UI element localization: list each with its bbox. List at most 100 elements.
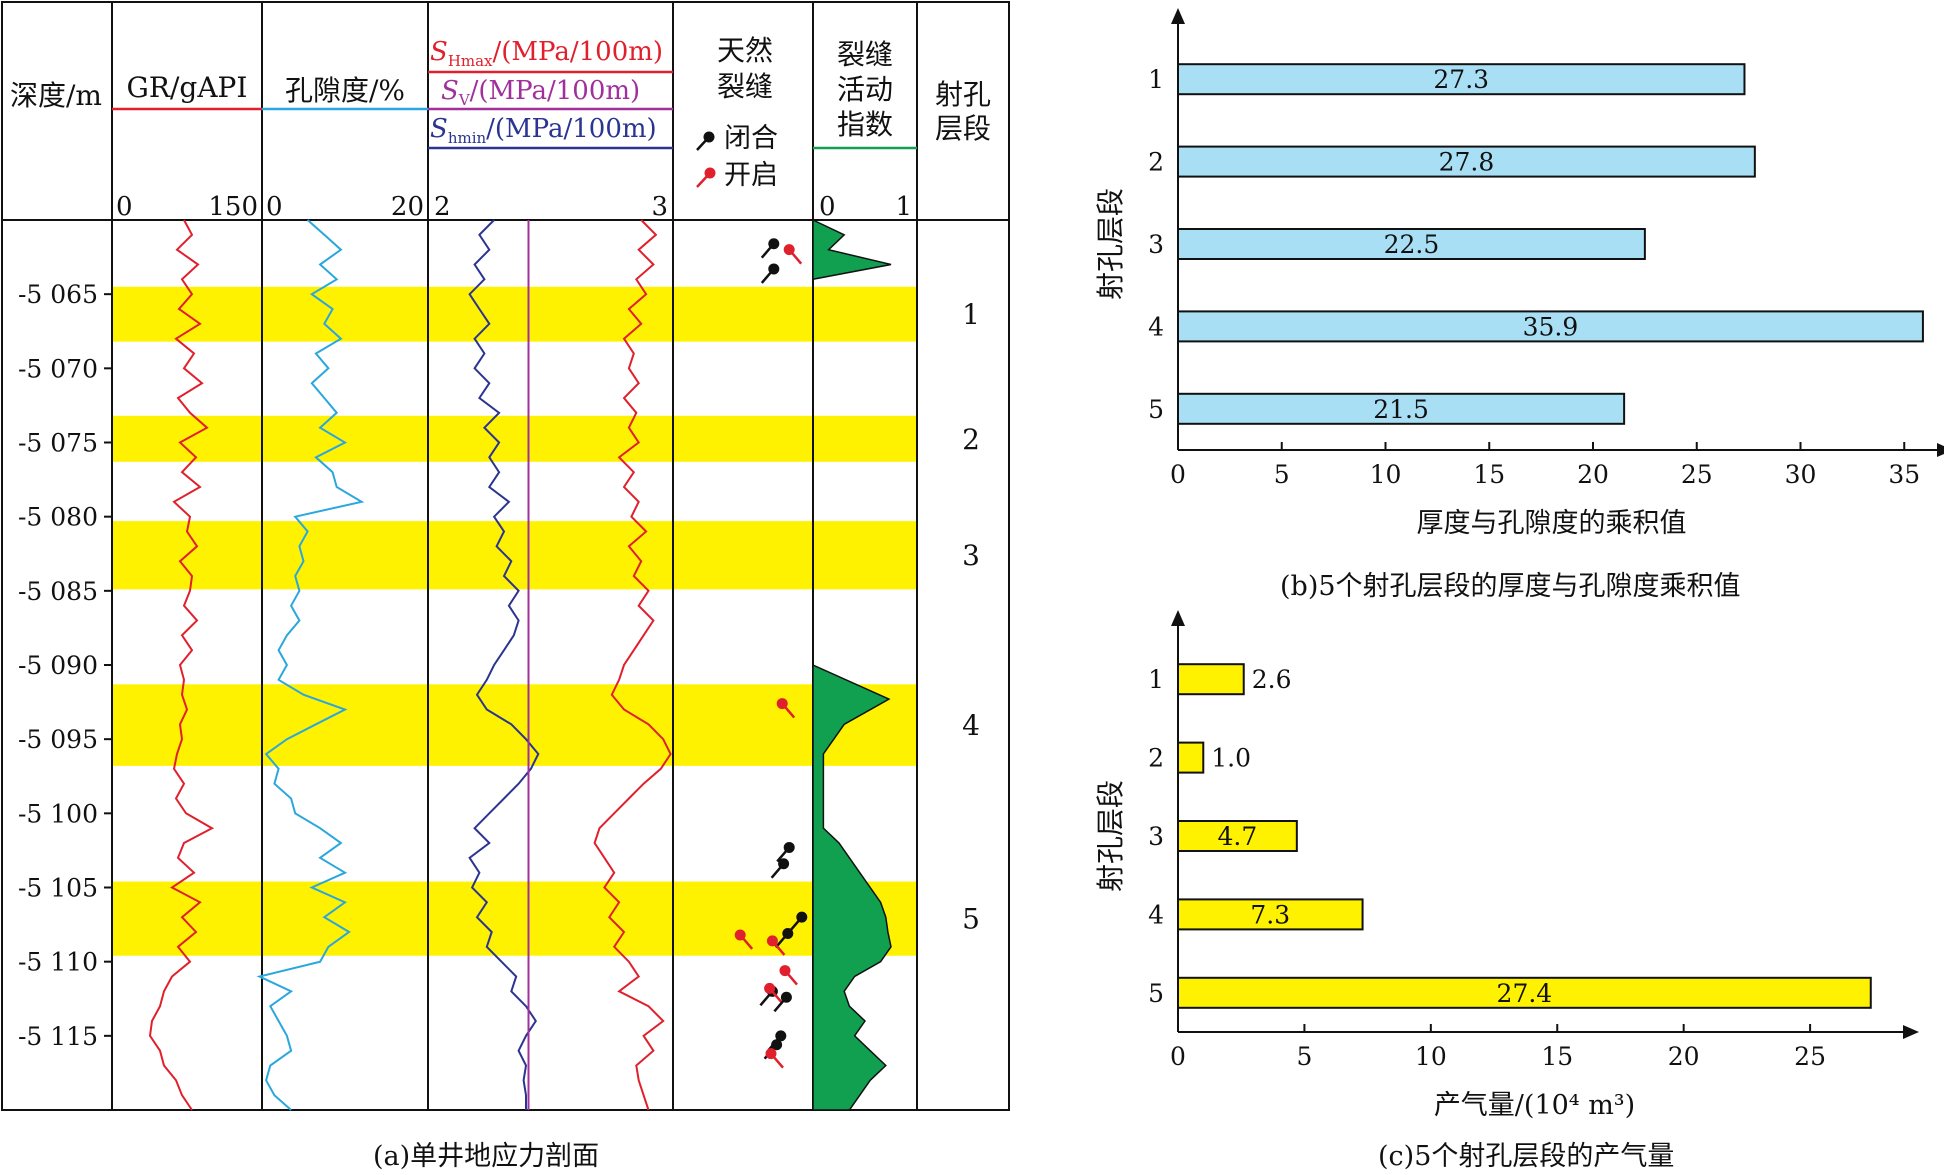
porosity-header: 孔隙度/% [285, 74, 405, 107]
x-axis-title: 厚度与孔隙度的乘积值 [1417, 508, 1687, 539]
fracture-markers [734, 238, 808, 1069]
category-label: 3 [1148, 822, 1164, 851]
bar-value-label: 7.3 [1250, 900, 1290, 929]
perforation-band [112, 521, 917, 590]
x-tick-label: 25 [1681, 460, 1713, 489]
svg-text:Shmin/(MPa/100m): Shmin/(MPa/100m) [430, 114, 657, 147]
shmax-legend: SHmax/(MPa/100m) [428, 37, 673, 74]
bar-value-label: 27.8 [1439, 148, 1495, 177]
depth-tick-label: -5 105 [18, 874, 98, 903]
open-fracture-marker [776, 698, 796, 719]
perforation-band [112, 684, 917, 766]
bar [1177, 976, 1872, 1009]
depth-tick-label: -5 075 [18, 429, 98, 458]
stress-max-label: 3 [651, 192, 668, 222]
caption-a: (a)单井地应力剖面 [373, 1141, 600, 1172]
x-tick-label: 0 [1170, 460, 1186, 489]
closed-fracture-marker [776, 841, 795, 863]
perforation-label: 5 [962, 903, 980, 936]
depth-tick-label: -5 070 [18, 354, 98, 383]
x-axis-arrow [1903, 1025, 1919, 1039]
category-label: 4 [1148, 900, 1164, 929]
porosity-curve [256, 219, 365, 1111]
open-fracture-legend: 开启 [696, 160, 778, 191]
activity-header-line1: 裂缝 [837, 38, 893, 71]
depth-tick-label: -5 085 [18, 577, 98, 606]
closed-fracture-marker [788, 911, 808, 932]
x-tick-label: 15 [1473, 460, 1505, 489]
perforation-label: 1 [962, 298, 980, 331]
closed-fracture-marker [773, 991, 792, 1013]
activity-max-label: 1 [895, 192, 912, 222]
sv-legend: SV/(MPa/100m) [428, 76, 673, 111]
category-label: 1 [1148, 65, 1164, 94]
thickness-porosity-chart: 0 5 10 15 20 25 30 35 1 27.3 2 27.8 3 22.5 4 35.9 5 21.5 厚… [1094, 8, 1944, 539]
gr-curve [148, 219, 215, 1111]
x-tick-label: 5 [1296, 1042, 1312, 1071]
svg-text:闭合: 闭合 [724, 123, 778, 154]
depth-tick-label: -5 100 [18, 799, 98, 828]
perforation-label: 2 [962, 423, 980, 456]
x-axis-arrow [1937, 443, 1944, 457]
gr-header: GR/gAPI [127, 71, 248, 104]
x-tick-label: 20 [1577, 460, 1609, 489]
stress-min-label: 2 [434, 192, 451, 222]
porosity-min-label: 0 [266, 192, 283, 222]
gr-min-label: 0 [116, 192, 133, 222]
depth-tick-label: -5 090 [18, 651, 98, 680]
category-label: 5 [1148, 395, 1164, 424]
fracture-header-line1: 天然 [717, 34, 773, 67]
bar [1177, 392, 1626, 425]
open-fracture-marker [765, 1048, 784, 1069]
closed-fracture-marker [760, 263, 780, 284]
bar [1177, 145, 1756, 178]
shmin-curve [468, 219, 540, 1110]
bar-value-label: 21.5 [1373, 395, 1429, 424]
x-axis-title: 产气量/(10⁴ m³) [1434, 1090, 1635, 1121]
log-frame [1, 1, 1010, 1111]
svg-text:SHmax/(MPa/100m): SHmax/(MPa/100m) [430, 37, 663, 70]
y-axis-arrow [1171, 8, 1185, 24]
perforation-label: 4 [962, 709, 980, 742]
bar-value-label: 22.5 [1384, 230, 1440, 259]
perforation-band [112, 286, 917, 342]
depth-tick-label: -5 095 [18, 725, 98, 754]
bar [1177, 663, 1245, 696]
bar-value-label: 1.0 [1211, 744, 1251, 773]
x-tick-label: 10 [1415, 1042, 1447, 1071]
x-tick-label: 25 [1794, 1042, 1826, 1071]
depth-tick-label: -5 065 [18, 280, 98, 309]
x-tick-label: 10 [1370, 460, 1402, 489]
y-axis-title: 射孔层段 [1094, 188, 1127, 300]
activity-min-label: 0 [819, 192, 836, 222]
closed-fracture-marker [770, 858, 790, 879]
depth-tick-label: -5 080 [18, 503, 98, 532]
perforation-label: 3 [962, 539, 980, 572]
closed-fracture-marker [760, 238, 780, 259]
bar [1177, 63, 1746, 96]
bar [1177, 310, 1924, 343]
closed-fracture-legend: 闭合 [696, 123, 778, 154]
open-fracture-marker [783, 244, 803, 265]
activity-header-line3: 指数 [837, 108, 893, 141]
category-label: 2 [1148, 148, 1164, 177]
perf-header-line1: 射孔 [935, 78, 991, 111]
caption-c: (c)5个射孔层段的产气量 [1378, 1141, 1675, 1172]
bar-value-label: 4.7 [1218, 822, 1258, 851]
depth-axis: -5 065 -5 070 -5 075 -5 080 -5 085 -5 090 -5 0… [18, 280, 112, 1051]
bar-value-label: 35.9 [1523, 312, 1579, 341]
y-axis-title: 射孔层段 [1094, 780, 1127, 892]
open-fracture-marker [779, 965, 798, 986]
category-label: 1 [1148, 665, 1164, 694]
perf-header-line2: 层段 [935, 112, 991, 145]
fracture-header-line2: 裂缝 [717, 70, 773, 103]
bar [1177, 898, 1364, 931]
gr-max-label: 150 [208, 192, 258, 222]
category-label: 3 [1148, 230, 1164, 259]
perforation-bands [112, 286, 917, 956]
x-tick-label: 0 [1170, 1042, 1186, 1071]
perforation-band [112, 415, 917, 462]
depth-tick-label: -5 115 [18, 1022, 98, 1051]
perforation-band [112, 881, 917, 956]
